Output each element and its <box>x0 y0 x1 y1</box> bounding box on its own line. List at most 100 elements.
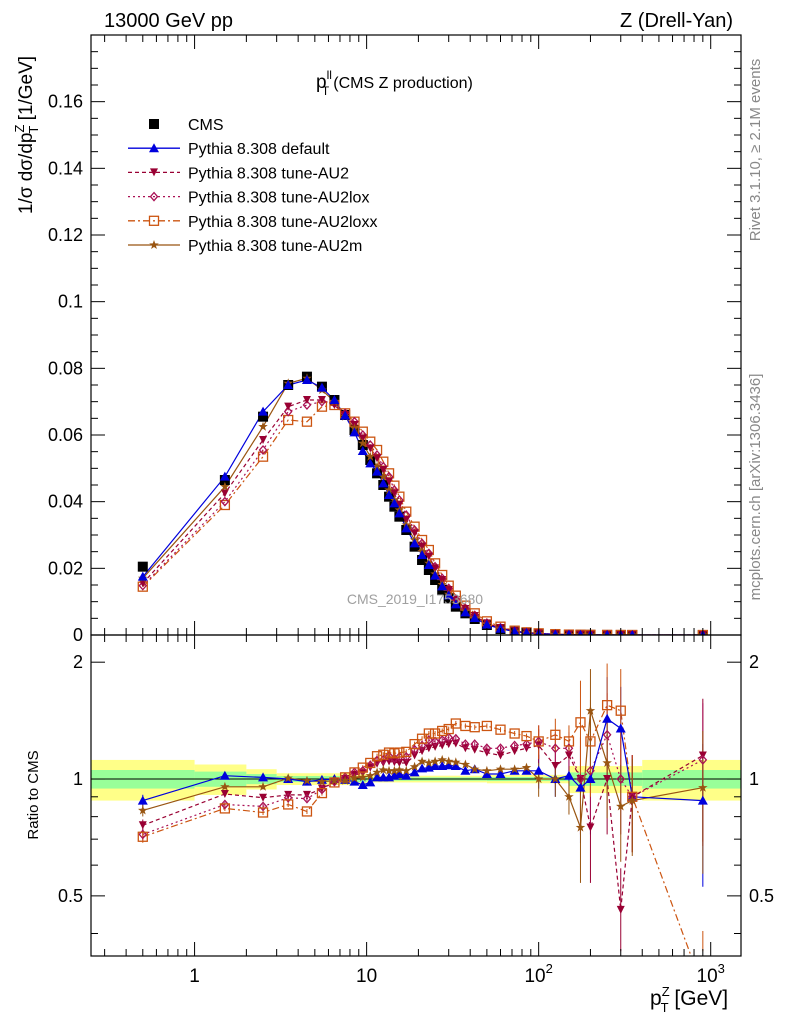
ratio-point-au2m <box>495 764 506 774</box>
ratio-point-au2 <box>496 751 505 760</box>
ratio-point-au2m <box>444 756 454 766</box>
ratio-point-au2lox <box>510 740 519 751</box>
ratio-point-au2 <box>284 790 293 799</box>
point-au2m <box>258 421 268 431</box>
ratio-point-au2m <box>378 765 388 774</box>
ratio-point-au2m <box>329 775 340 785</box>
ratio-point-au2 <box>616 905 625 914</box>
main-series <box>137 371 708 635</box>
main-panel: 0 0.02 0.04 0.06 0.08 0.1 0.12 0.14 0.16 <box>48 34 742 645</box>
point-au2 <box>366 444 375 453</box>
ratio-point-au2lox <box>564 743 574 754</box>
ratio-point-default <box>615 723 626 733</box>
ratio-point-au2loxx <box>437 725 448 737</box>
legend-marker-au2loxx <box>148 215 160 226</box>
xtick-label: 102 <box>524 961 552 987</box>
ratio-ytick-label-right: 0.5 <box>749 886 774 906</box>
ratio-point-au2lox <box>384 751 394 762</box>
point-au2loxx <box>219 499 231 511</box>
point-au2 <box>284 402 293 411</box>
ratio-point-au2lox <box>576 774 585 785</box>
main-ytick-label: 0.14 <box>48 158 83 178</box>
point-au2lox <box>258 445 268 455</box>
ratio-point-au2 <box>551 762 560 771</box>
ratio-point-default <box>563 770 574 780</box>
ratio-point-default <box>585 774 596 784</box>
ratio-point-au2lox <box>482 743 492 754</box>
point-au2 <box>390 489 399 498</box>
ratio-point-au2m <box>417 756 427 766</box>
ratio-point-au2lox <box>698 754 708 765</box>
point-default <box>565 629 572 635</box>
ratio-point-au2lox <box>138 829 148 840</box>
point-default <box>372 466 383 476</box>
xtick-label: 103 <box>697 961 725 987</box>
point-default <box>357 446 368 455</box>
point-default <box>137 571 148 581</box>
ratio-point-au2lox <box>602 729 612 740</box>
ratio-point-au2loxx <box>429 728 441 739</box>
point-au2 <box>395 501 404 509</box>
point-default <box>219 471 230 481</box>
point-default <box>481 619 492 629</box>
legend-label: Pythia 8.308 tune-AU2 <box>188 165 349 182</box>
ratio-point-au2m <box>564 791 574 801</box>
point-au2 <box>317 396 326 404</box>
legend-marker-au2 <box>150 168 158 177</box>
ratio-point-au2m <box>258 781 268 791</box>
legend-label: Pythia 8.308 tune-AU2lox <box>188 190 369 207</box>
ratio-point-au2loxx <box>533 736 544 747</box>
point-au2 <box>220 489 229 498</box>
point-default <box>349 427 360 437</box>
ratio-point-au2 <box>259 793 268 802</box>
legend-label: Pythia 8.308 default <box>188 141 330 158</box>
ratio-point-au2loxx <box>416 733 428 744</box>
ratio-point-au2 <box>138 821 147 830</box>
ratio-point-default <box>697 795 708 805</box>
ratio-point-default <box>357 780 368 790</box>
ratio-point-au2loxx <box>509 728 520 739</box>
ratio-point-default <box>409 767 420 777</box>
ratio-point-au2m <box>430 756 440 766</box>
ratio-point-au2m <box>389 765 400 775</box>
ratio-point-au2lox <box>302 793 312 804</box>
ratio-point-au2lox <box>616 774 626 785</box>
ratio-point-au2loxx <box>365 757 376 769</box>
point-default <box>365 458 376 468</box>
point-au2 <box>385 477 394 486</box>
ratio-point-default <box>443 760 454 770</box>
point-au2 <box>402 516 411 524</box>
point-au2 <box>424 552 433 561</box>
point-au2loxx <box>257 451 269 462</box>
ratio-point-au2m <box>585 705 596 715</box>
ratio-point-au2 <box>603 775 612 784</box>
ratio-point-au2m <box>470 764 480 774</box>
ratio-point-default <box>365 777 376 787</box>
ratio-point-au2m <box>616 801 626 811</box>
point-default <box>329 395 340 404</box>
analysis-watermark: CMS_2019_I1753680 <box>347 591 483 607</box>
ratio-ytick-label-right: 2 <box>749 652 759 672</box>
ratio-point-au2 <box>424 744 433 753</box>
ratio-point-au2 <box>470 745 479 754</box>
ratio-point-au2 <box>510 747 519 756</box>
point-default <box>423 560 434 569</box>
point-default <box>316 382 327 392</box>
point-au2 <box>373 454 382 463</box>
point-default <box>340 410 351 420</box>
header-left: 13000 GeV pp <box>104 10 233 32</box>
ratio-point-au2m <box>302 775 312 785</box>
point-au2 <box>410 529 419 538</box>
ratio-point-default <box>417 763 428 773</box>
point-default <box>469 613 480 622</box>
ratio-point-au2m <box>437 754 447 764</box>
point-data <box>430 575 441 585</box>
point-au2m <box>378 471 388 481</box>
ratio-point-au2loxx <box>409 738 420 750</box>
main-ytick-label: 0 <box>73 625 83 645</box>
ratio-point-default <box>401 770 412 780</box>
header-right: Z (Drell-Yan) <box>620 10 733 32</box>
ratio-point-au2 <box>410 751 419 760</box>
point-au2 <box>431 564 440 573</box>
ratio-point-au2m <box>698 782 708 792</box>
